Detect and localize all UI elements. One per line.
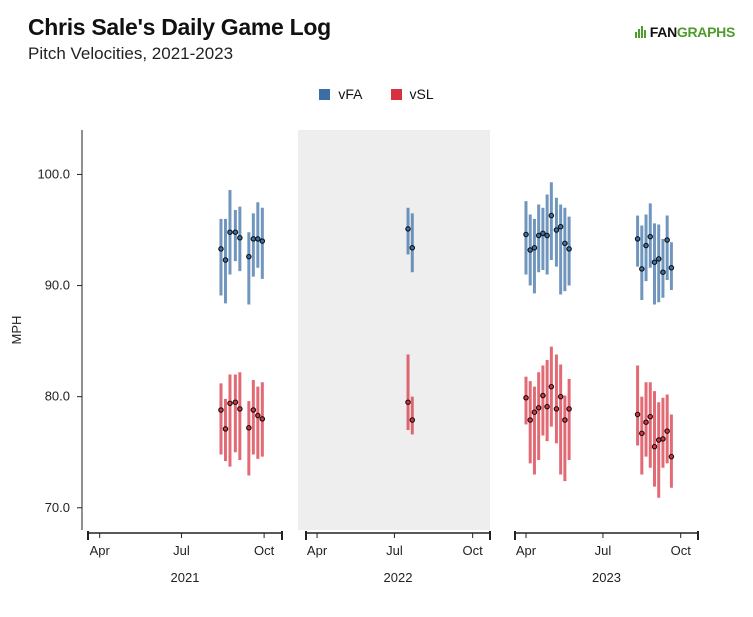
- mean-point-vsl-2023-2: [531, 409, 538, 415]
- mean-point-vfa-2021-5: [246, 253, 252, 260]
- mean-point-vfa-2021-4: [237, 235, 243, 241]
- mean-point-vsl-2023-12: [639, 430, 645, 437]
- mean-point-vsl-2023-19: [668, 453, 675, 460]
- panel-year-label-2022: 2022: [384, 570, 413, 585]
- mean-point-vsl-2023-11: [634, 411, 641, 418]
- mean-point-vsl-2023-8: [557, 393, 564, 400]
- chart-subtitle: Pitch Velocities, 2021-2023: [28, 44, 234, 63]
- mean-point-vfa-2023-19: [668, 265, 675, 271]
- logo-text-graphs: GRAPHS: [676, 24, 735, 40]
- mean-point-vsl-2021-8: [259, 416, 266, 422]
- mean-point-vsl-2023-4: [540, 392, 546, 399]
- mean-point-vfa-2023-1: [527, 247, 533, 253]
- y-axis-title: MPH: [9, 316, 24, 345]
- mean-point-vsl-2023-18: [664, 428, 670, 434]
- mean-point-vsl-2023-14: [647, 413, 654, 420]
- mean-point-vsl-2023-3: [535, 405, 542, 411]
- mean-point-vsl-2021-7: [255, 412, 261, 419]
- mean-point-vsl-2023-1: [527, 417, 533, 423]
- legend-label-vfa: vFA: [338, 86, 363, 102]
- mean-point-vfa-2021-2: [227, 229, 233, 235]
- mean-point-vsl-2021-2: [227, 400, 233, 407]
- mean-point-vfa-2023-18: [664, 237, 670, 243]
- mean-point-vsl-2023-0: [523, 395, 529, 401]
- chart-legend: vFA vSL: [0, 86, 753, 102]
- mean-point-vsl-2023-7: [553, 406, 560, 412]
- mean-point-vfa-2023-8: [557, 223, 564, 230]
- panel-year-label-2023: 2023: [592, 570, 621, 585]
- y-tick-label-80: 80.0: [45, 389, 70, 404]
- mean-point-vfa-2023-9: [562, 240, 568, 247]
- mean-point-vfa-2023-4: [540, 230, 546, 237]
- mean-point-vfa-2023-6: [548, 212, 555, 219]
- mean-point-vfa-2021-6: [250, 236, 257, 242]
- y-tick-label-100: 100.0: [37, 166, 70, 181]
- mean-point-vsl-2023-17: [660, 436, 666, 442]
- legend-item-vfa: vFA: [319, 86, 363, 102]
- legend-item-vsl: vSL: [390, 86, 434, 102]
- mean-point-vfa-2023-17: [660, 269, 666, 275]
- x-tick-label-2022-oct: Oct: [463, 543, 484, 558]
- mean-point-vfa-2023-12: [639, 266, 645, 272]
- x-tick-label-2022-jul: Jul: [386, 543, 403, 558]
- mean-point-vfa-2023-16: [655, 256, 662, 262]
- x-tick-label-2022-apr: Apr: [307, 543, 328, 558]
- mean-point-vfa-2021-0: [218, 246, 224, 252]
- mean-point-vsl-2023-15: [651, 443, 658, 450]
- x-tick-label-2023-jul: Jul: [595, 543, 612, 558]
- y-tick-label-90: 90.0: [45, 278, 70, 293]
- mean-point-vfa-2023-0: [523, 231, 529, 238]
- mean-point-vsl-2021-6: [250, 407, 257, 413]
- mean-point-vfa-2022-1: [409, 245, 416, 251]
- mean-point-vfa-2023-7: [553, 227, 560, 233]
- x-tick-label-2021-apr: Apr: [90, 543, 111, 558]
- mean-point-vfa-2021-3: [232, 229, 239, 235]
- mean-point-vsl-2021-5: [246, 425, 252, 431]
- panel-year-label-2021: 2021: [171, 570, 200, 585]
- highlight-panel-bg-2022: [298, 130, 490, 530]
- mean-point-vfa-2023-14: [647, 233, 654, 240]
- logo-bars-icon: [634, 26, 647, 38]
- legend-swatch-vfa: [319, 88, 331, 100]
- mean-point-vfa-2021-7: [255, 236, 261, 242]
- logo-text-fan: FAN: [649, 24, 677, 40]
- x-tick-label-2023-apr: Apr: [516, 543, 537, 558]
- x-tick-label-2021-oct: Oct: [254, 543, 275, 558]
- mean-point-vfa-2023-3: [535, 232, 542, 239]
- mean-point-vfa-2023-10: [566, 246, 572, 252]
- mean-point-vfa-2022-0: [405, 226, 411, 232]
- y-tick-label-70: 70.0: [45, 500, 70, 515]
- fangraphs-logo[interactable]: FAN GRAPHS: [634, 24, 735, 40]
- mean-point-vsl-2023-13: [643, 419, 649, 425]
- mean-point-vsl-2023-5: [544, 403, 550, 410]
- mean-point-vfa-2023-13: [643, 242, 649, 249]
- x-tick-label-2021-jul: Jul: [173, 543, 190, 558]
- mean-point-vsl-2022-1: [409, 417, 416, 423]
- x-tick-label-2023-oct: Oct: [671, 543, 692, 558]
- mean-point-vfa-2021-8: [259, 238, 266, 244]
- mean-point-vsl-2021-1: [222, 426, 229, 432]
- mean-point-vfa-2023-11: [634, 236, 641, 242]
- mean-point-vsl-2022-0: [405, 399, 411, 405]
- mean-point-vsl-2023-10: [566, 406, 572, 412]
- legend-label-vsl: vSL: [409, 86, 434, 102]
- legend-swatch-vsl: [390, 88, 402, 100]
- mean-point-vsl-2023-6: [548, 383, 555, 390]
- mean-point-vfa-2023-2: [531, 245, 538, 251]
- mean-point-vfa-2021-1: [222, 257, 229, 263]
- mean-point-vsl-2023-9: [562, 417, 568, 423]
- mean-point-vfa-2023-15: [651, 259, 658, 265]
- mean-point-vsl-2021-4: [237, 406, 243, 412]
- mean-point-vsl-2021-3: [232, 399, 239, 405]
- mean-point-vfa-2023-5: [544, 232, 550, 239]
- chart-title: Chris Sale's Daily Game Log: [28, 14, 331, 40]
- mean-point-vsl-2021-0: [218, 407, 224, 413]
